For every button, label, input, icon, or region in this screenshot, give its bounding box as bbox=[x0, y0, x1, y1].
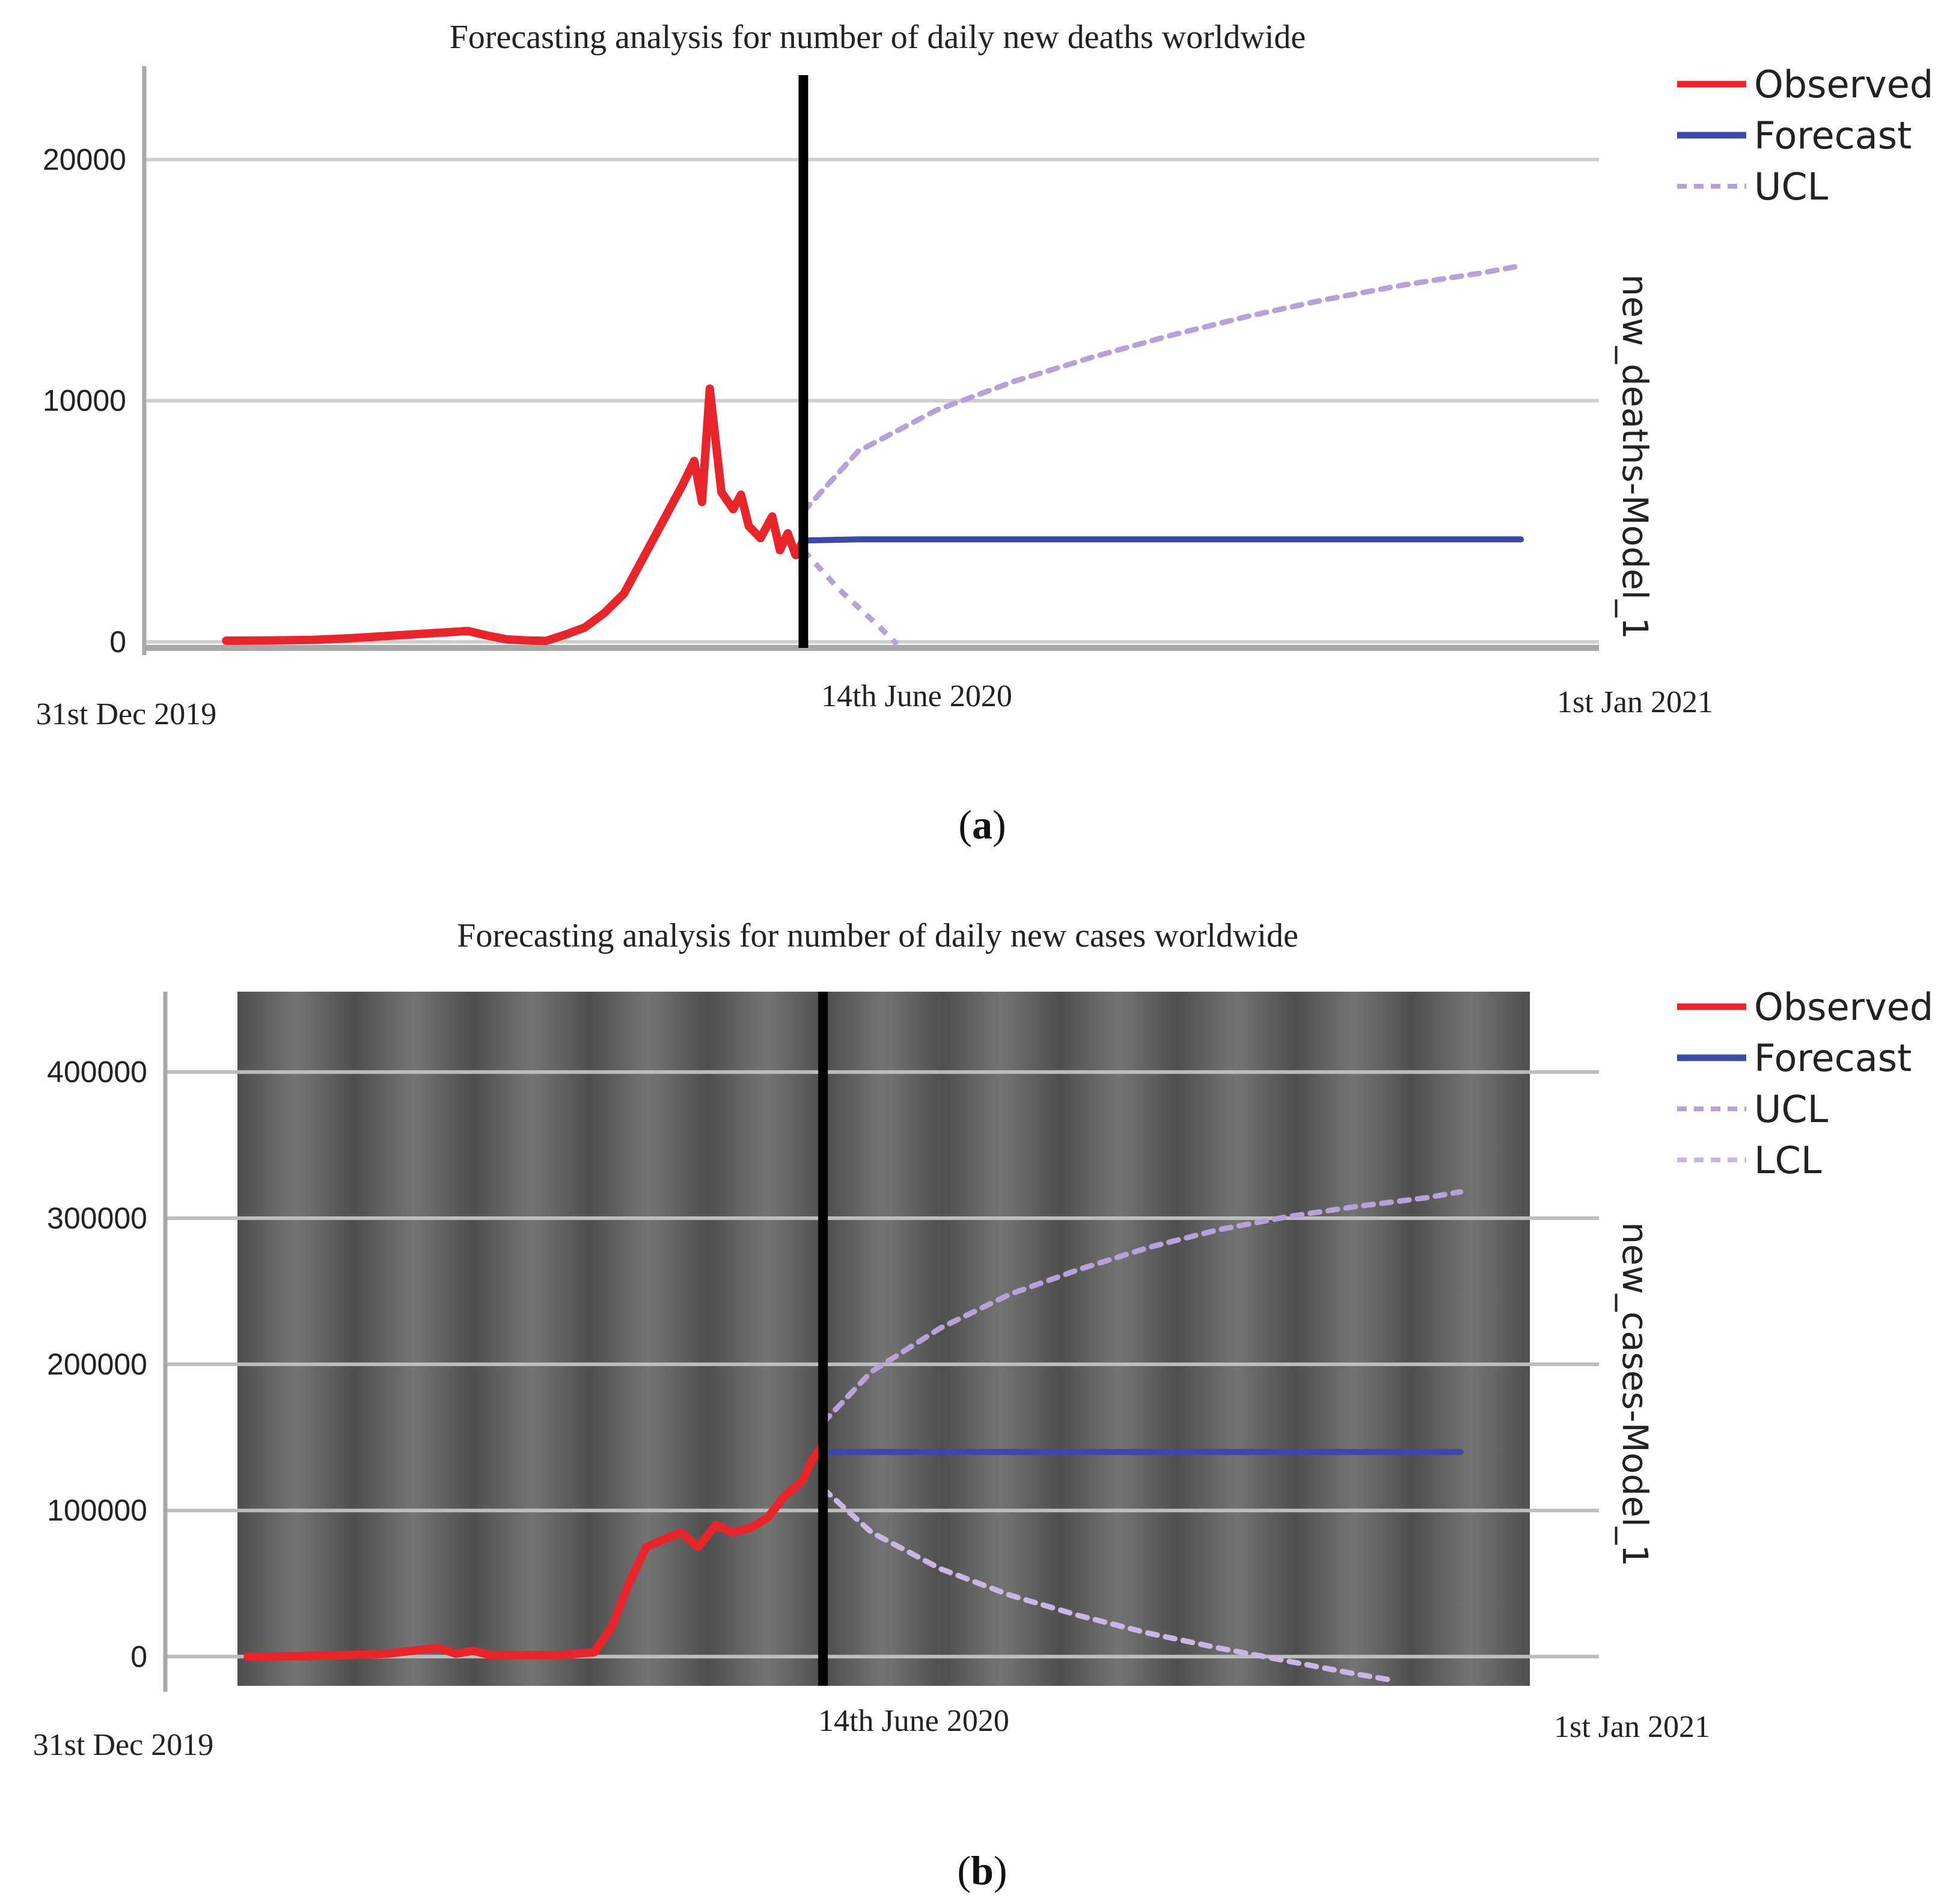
x-tick-label: 14th June 2020 bbox=[818, 1704, 1009, 1738]
y-tick-label: 300000 bbox=[47, 1201, 147, 1235]
background-stripe bbox=[942, 992, 1060, 1686]
legend-label: Forecast bbox=[1754, 1036, 1912, 1080]
legend-label: UCL bbox=[1754, 165, 1829, 209]
y-axis-label-right: new_deaths-Model_1 bbox=[1615, 274, 1655, 639]
y-tick-label: 200000 bbox=[47, 1347, 147, 1381]
forecast-series-line bbox=[800, 536, 1524, 544]
background-stripe bbox=[237, 992, 355, 1686]
y-tick-label: 20000 bbox=[43, 142, 126, 176]
y-tick-label: 0 bbox=[130, 1640, 147, 1673]
x-tick-label: 31st Dec 2019 bbox=[36, 697, 216, 731]
legend-label: UCL bbox=[1754, 1087, 1829, 1131]
background-stripe bbox=[1177, 992, 1295, 1686]
legend-label: Observed bbox=[1754, 63, 1933, 106]
observed-series-line bbox=[243, 1440, 828, 1661]
legend-label: Forecast bbox=[1754, 114, 1912, 157]
y-tick-label: 0 bbox=[109, 625, 126, 659]
lcl-series-line bbox=[820, 1486, 1394, 1683]
background-stripe bbox=[1060, 992, 1178, 1686]
y-tick-label: 10000 bbox=[43, 384, 126, 418]
x-tick-label: 1st Jan 2021 bbox=[1554, 1710, 1710, 1744]
panel-caption: (a) bbox=[958, 802, 1006, 847]
background-stripe bbox=[707, 992, 825, 1686]
chart-title: Forecasting analysis for number of daily… bbox=[457, 917, 1298, 954]
y-tick-label: 400000 bbox=[47, 1055, 147, 1089]
chart-title: Forecasting analysis for number of daily… bbox=[450, 19, 1306, 56]
panel-caption-letter: b bbox=[971, 1848, 994, 1893]
x-tick-label: 31st Dec 2019 bbox=[33, 1728, 213, 1762]
background-stripe bbox=[590, 992, 708, 1686]
ucl-series-line bbox=[801, 263, 1524, 514]
x-tick-label: 14th June 2020 bbox=[821, 679, 1012, 713]
chart-panel-a: Forecasting analysis for number of daily… bbox=[36, 19, 1934, 847]
y-tick-label: 100000 bbox=[47, 1494, 147, 1527]
panel-caption-letter: a bbox=[972, 802, 992, 847]
background-stripe bbox=[355, 992, 472, 1686]
legend-label: LCL bbox=[1754, 1138, 1822, 1182]
background-stripe bbox=[472, 992, 590, 1686]
ucl-series-line bbox=[820, 1189, 1464, 1426]
chart-panel-b: Forecasting analysis for number of daily… bbox=[33, 917, 1934, 1893]
background-stripe bbox=[1412, 992, 1530, 1686]
x-tick-label: 1st Jan 2021 bbox=[1557, 685, 1713, 719]
y-axis-label-right: new_cases-Model_1 bbox=[1615, 1222, 1655, 1566]
lcl-series-line bbox=[801, 548, 899, 647]
panel-caption: (b) bbox=[957, 1848, 1007, 1893]
observed-series-line bbox=[222, 384, 808, 645]
legend-label: Observed bbox=[1754, 985, 1933, 1029]
background-stripe bbox=[1295, 992, 1413, 1686]
